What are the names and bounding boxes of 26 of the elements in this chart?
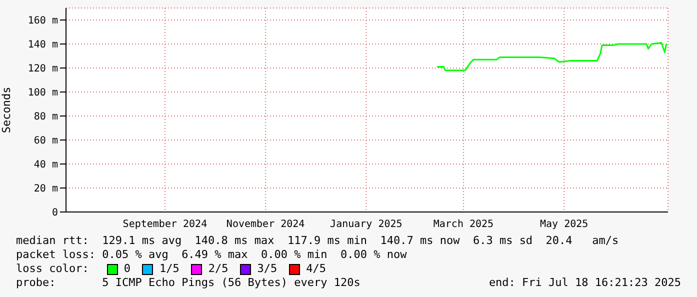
y-tick-label: 0	[52, 208, 58, 219]
x-tick-label: November 2024	[226, 219, 305, 230]
x-tick-label: September 2024	[122, 219, 208, 230]
text: packet loss: 0.05 % avg 6.49 % max 0.00 % min 0.00 % now	[16, 248, 408, 262]
text: loss color:	[16, 262, 89, 276]
y-tick-label: 20 m	[34, 184, 58, 195]
x-tick-label: January 2025	[330, 219, 402, 230]
x-tick-label: May 2025	[540, 219, 588, 230]
x-tick-label: March 2025	[433, 219, 494, 230]
y-tick-label: 40 m	[34, 160, 58, 171]
text: 0	[124, 262, 130, 276]
y-tick-label: 140 m	[28, 40, 58, 51]
text: median rtt: 129.1 ms avg 140.8 ms max 117.9 ms min 140.7 ms now 6.3 ms sd 20.4 am/s	[16, 234, 620, 248]
text: 2/5	[208, 262, 228, 276]
text: 1/5	[159, 262, 180, 276]
text: 3/5	[257, 262, 278, 276]
text: 4/5	[306, 262, 326, 276]
y-axis-title: Seconds	[0, 86, 13, 134]
y-tick-label: 120 m	[28, 64, 58, 75]
text: probe: 5 ICMP Echo Pings (56 Bytes) every 120s	[16, 276, 360, 290]
line-series	[436, 42, 668, 72]
y-tick-label: 160 m	[28, 16, 58, 27]
y-tick-label: 100 m	[28, 88, 58, 99]
text: end: Fri Jul 18 16:21:23 2025	[488, 276, 681, 290]
y-tick-label: 60 m	[34, 136, 58, 147]
y-tick-label: 80 m	[34, 112, 58, 123]
